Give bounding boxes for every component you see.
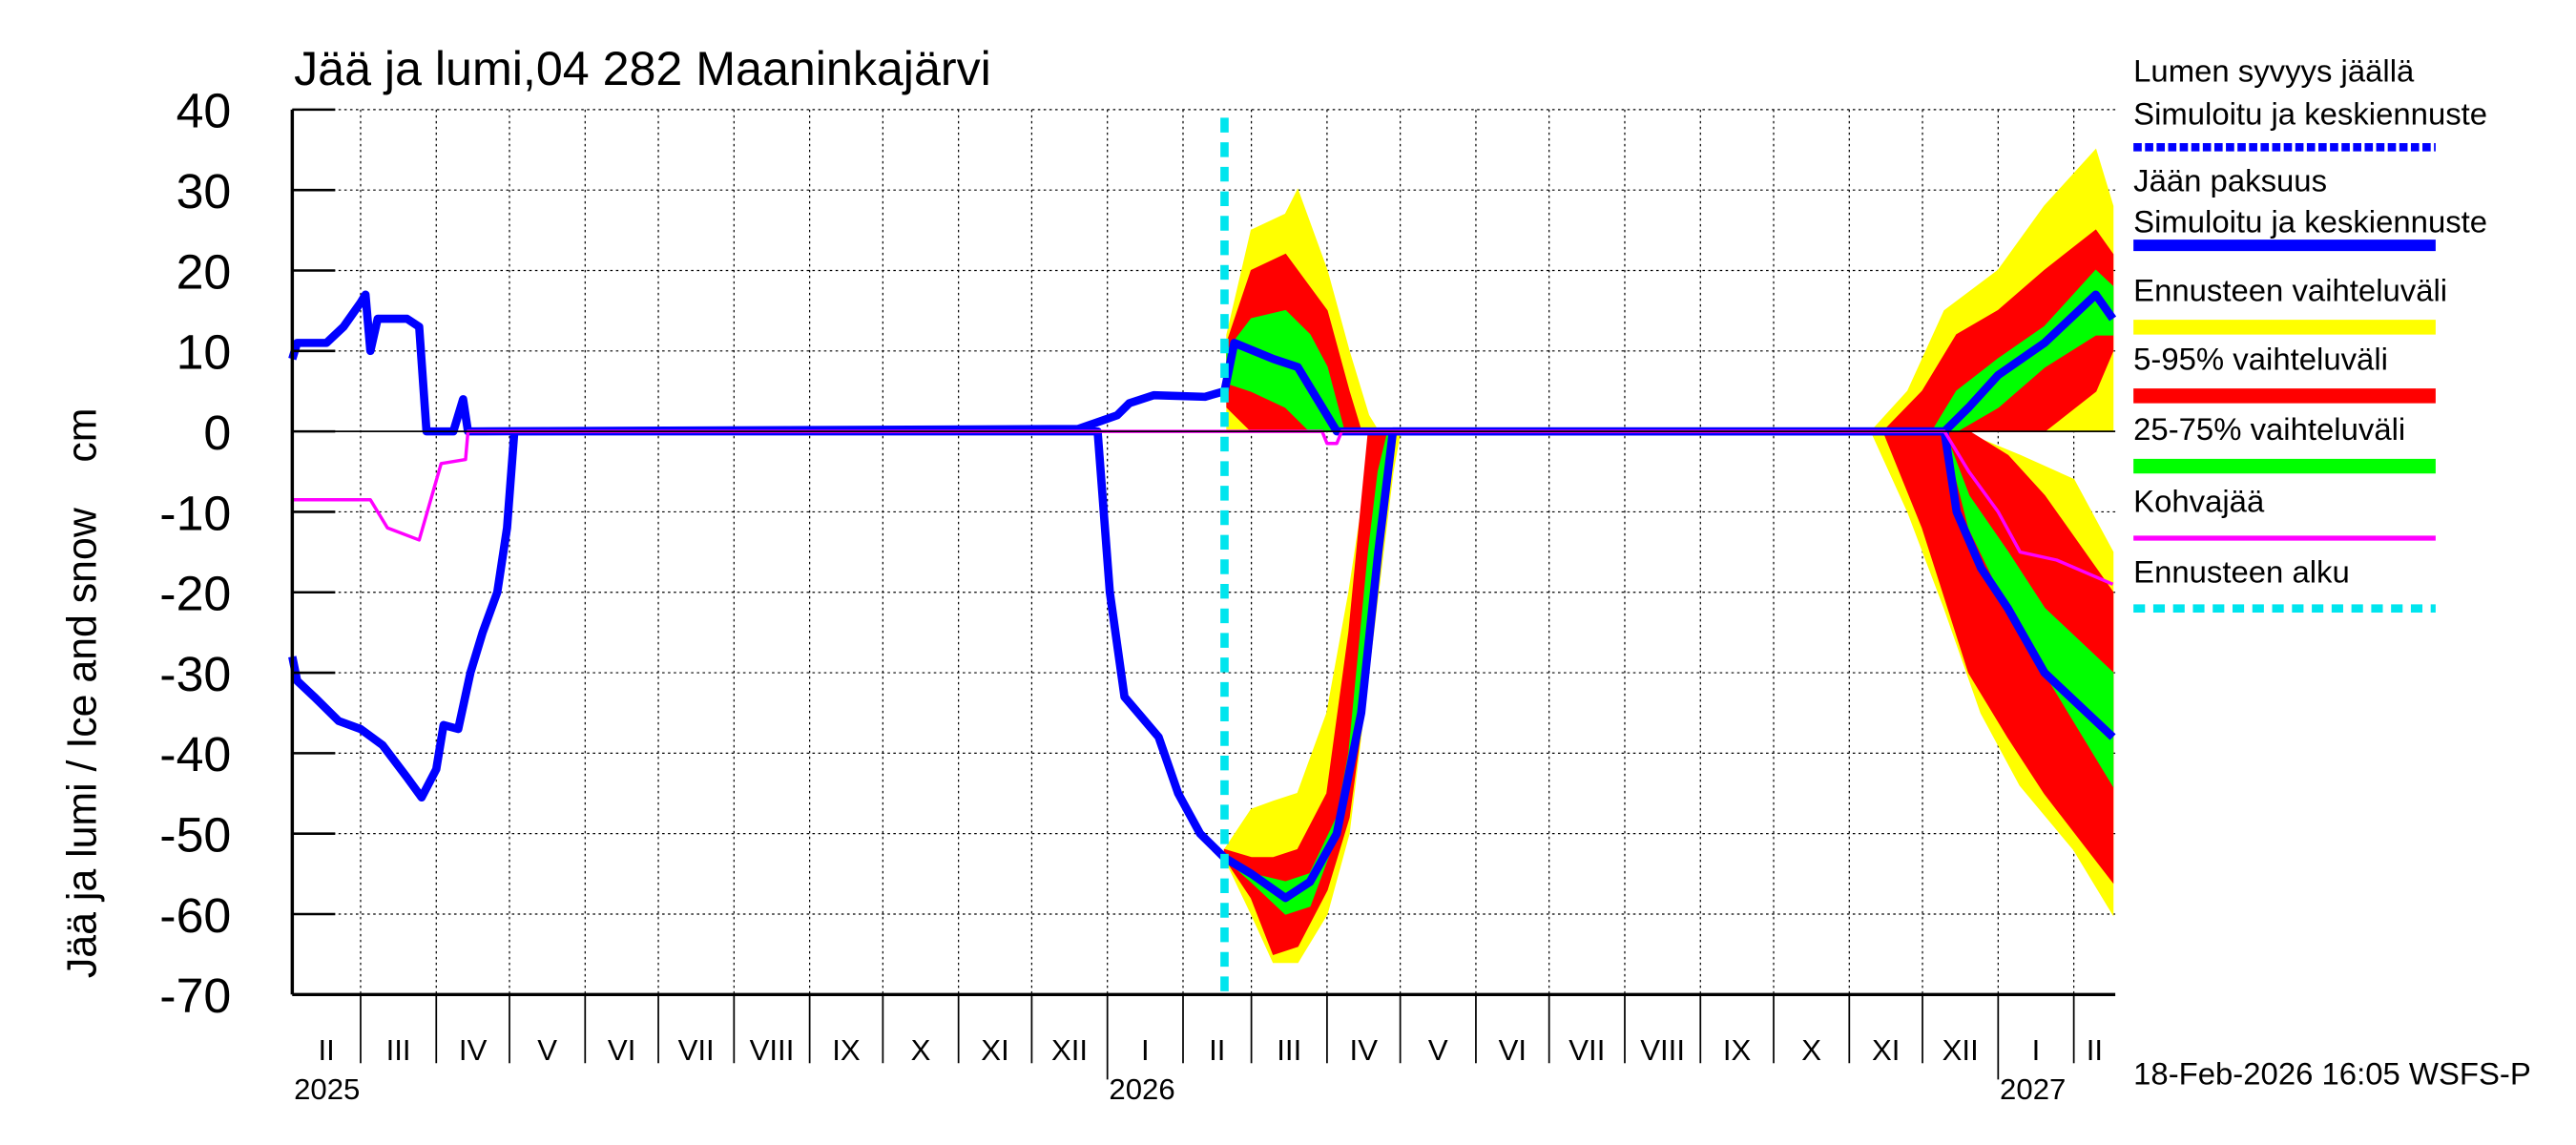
month-label: IX: [832, 1033, 861, 1067]
y-tick-label: 30: [177, 163, 232, 219]
legend-label: Lumen syvyys jäällä: [2133, 53, 2415, 89]
month-label: XII: [1051, 1033, 1088, 1067]
month-label: II: [1209, 1033, 1225, 1067]
month-label: XI: [981, 1033, 1008, 1067]
y-tick-label: 0: [203, 405, 231, 460]
month-label: IV: [1350, 1033, 1379, 1067]
y-axis-label: Jää ja lumi / Ice and snow cm: [59, 408, 105, 979]
month-label: VI: [1499, 1033, 1527, 1067]
month-label: II: [318, 1033, 334, 1067]
y-tick-label: -40: [159, 726, 231, 781]
legend-label: Ennusteen vaihteluväli: [2133, 273, 2447, 308]
legend-label: 25-75% vaihteluväli: [2133, 411, 2405, 447]
month-label: VIII: [750, 1033, 795, 1067]
year-label: 2027: [2000, 1072, 2066, 1106]
legend-label: Simuloitu ja keskiennuste: [2133, 95, 2487, 131]
month-label: VII: [678, 1033, 715, 1067]
band-00ff00: [1931, 269, 2114, 432]
month-label: VII: [1568, 1033, 1605, 1067]
year-label: 2025: [294, 1072, 360, 1106]
y-tick-label: -50: [159, 807, 231, 863]
y-tick-label: -70: [159, 968, 231, 1023]
month-label: XII: [1942, 1033, 1979, 1067]
timestamp: 18-Feb-2026 16:05 WSFS-P: [2133, 1056, 2531, 1092]
month-label: II: [2087, 1033, 2103, 1067]
month-label: VIII: [1640, 1033, 1685, 1067]
month-label: X: [1801, 1033, 1821, 1067]
legend-label: Simuloitu ja keskiennuste: [2133, 204, 2487, 239]
legend-label: Kohvajää: [2133, 484, 2265, 519]
y-tick-label: 10: [177, 324, 232, 380]
month-label: X: [911, 1033, 931, 1067]
year-label: 2026: [1109, 1072, 1174, 1106]
month-label: IX: [1723, 1033, 1752, 1067]
month-label: V: [537, 1033, 557, 1067]
legend-label: 5-95% vaihteluväli: [2133, 342, 2388, 377]
legend-label: Ennusteen alku: [2133, 553, 2350, 589]
y-tick-label: -20: [159, 566, 231, 621]
month-label: XI: [1872, 1033, 1900, 1067]
month-label: III: [1277, 1033, 1301, 1067]
month-label: VI: [608, 1033, 635, 1067]
month-label: III: [386, 1033, 411, 1067]
y-tick-label: 40: [177, 83, 232, 138]
y-tick-label: -60: [159, 887, 231, 943]
forecast-bands: [1223, 148, 2114, 964]
legend: Lumen syvyys jäällä Simuloitu ja keskienn…: [2133, 53, 2487, 613]
month-label: IV: [459, 1033, 488, 1067]
y-tick-label: 20: [177, 244, 232, 300]
y-tick-label: -30: [159, 646, 231, 701]
month-label: I: [2032, 1033, 2041, 1067]
y-tick-label: -10: [159, 485, 231, 540]
month-label: I: [1141, 1033, 1150, 1067]
legend-label: Jään paksuus: [2133, 163, 2327, 198]
month-label: V: [1428, 1033, 1448, 1067]
chart-title: Jää ja lumi,04 282 Maaninkajärvi: [294, 42, 991, 95]
slush-ice-line: [292, 429, 2114, 586]
